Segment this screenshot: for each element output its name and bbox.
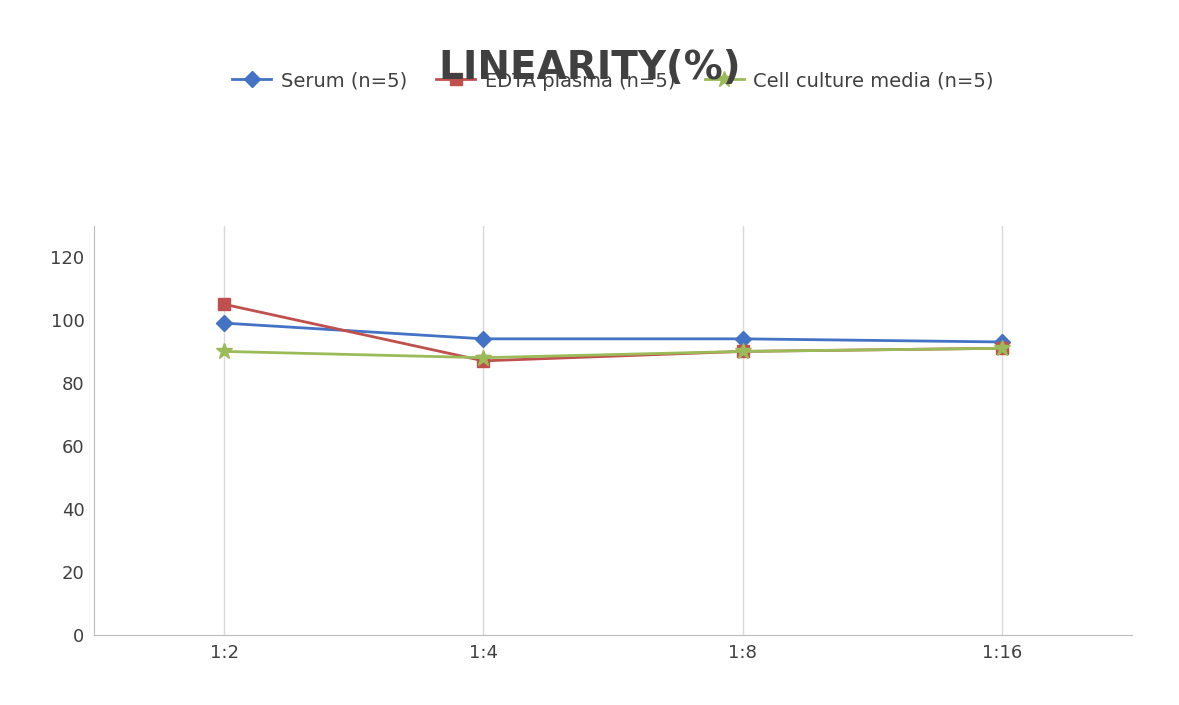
Line: Cell culture media (n=5): Cell culture media (n=5) [216,340,1010,366]
Serum (n=5) [217,319,231,327]
Cell culture media (n=5) [476,353,490,362]
Cell culture media (n=5) [217,347,231,355]
Serum (n=5) [476,335,490,343]
EDTA plasma (n=5) [217,300,231,309]
Serum (n=5) [995,338,1009,346]
EDTA plasma (n=5) [736,347,750,355]
EDTA plasma (n=5) [476,357,490,365]
Cell culture media (n=5) [995,344,1009,352]
Serum (n=5) [736,335,750,343]
Text: LINEARITY(%): LINEARITY(%) [439,49,740,87]
Line: EDTA plasma (n=5): EDTA plasma (n=5) [218,299,1008,367]
Legend: Serum (n=5), EDTA plasma (n=5), Cell culture media (n=5): Serum (n=5), EDTA plasma (n=5), Cell cul… [224,63,1002,99]
Cell culture media (n=5) [736,347,750,355]
Line: Serum (n=5): Serum (n=5) [218,317,1008,348]
EDTA plasma (n=5) [995,344,1009,352]
